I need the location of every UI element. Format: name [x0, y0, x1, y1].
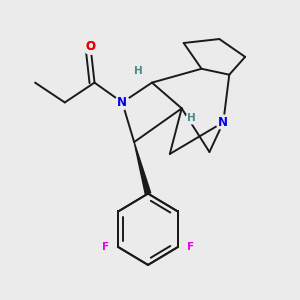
Text: N: N [218, 116, 228, 129]
Circle shape [186, 113, 197, 124]
Text: N: N [117, 96, 127, 109]
Circle shape [83, 40, 98, 54]
Text: O: O [85, 40, 96, 53]
Text: O: O [85, 40, 96, 53]
Text: F: F [187, 242, 194, 252]
Circle shape [98, 240, 113, 254]
Polygon shape [134, 142, 151, 194]
Text: H: H [134, 66, 142, 76]
Text: H: H [187, 113, 196, 123]
Circle shape [115, 95, 129, 110]
Circle shape [216, 115, 230, 129]
Circle shape [183, 240, 198, 254]
Circle shape [83, 40, 98, 54]
Circle shape [133, 65, 144, 76]
Text: F: F [102, 242, 109, 252]
